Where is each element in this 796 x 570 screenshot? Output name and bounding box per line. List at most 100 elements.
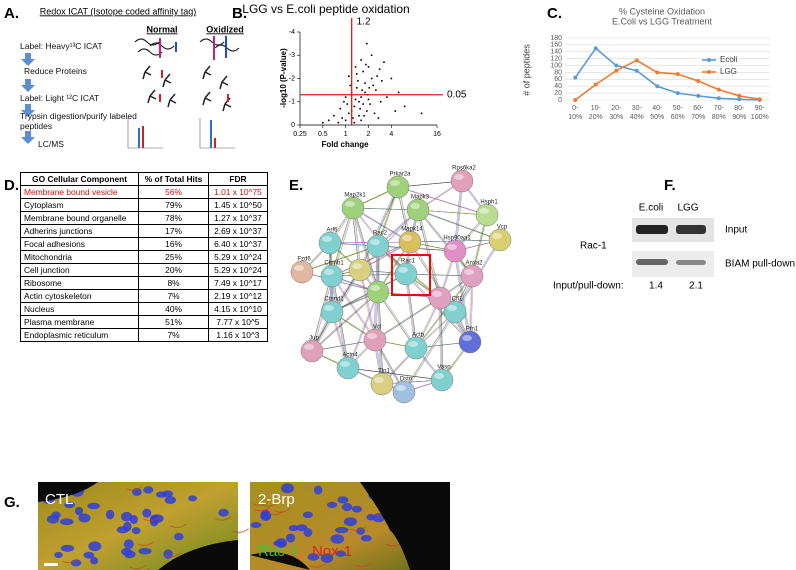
table-cell: 7.49 x 10^17 — [207, 276, 269, 290]
network-node — [363, 328, 387, 352]
row-label: BIAM pull-down — [725, 259, 795, 270]
network-edge — [440, 297, 444, 381]
table-cell: 7% — [138, 289, 209, 303]
data-point — [367, 66, 370, 68]
table-cell: 5.29 x 10^24 — [207, 263, 269, 277]
data-point — [403, 105, 406, 108]
membrane-stain — [261, 502, 278, 507]
node-label: Ctnnd1 — [324, 297, 344, 303]
threshold-label: 1.2 — [357, 17, 371, 28]
series-marker — [675, 91, 680, 96]
node-highlight — [324, 269, 334, 275]
x-tick-label: 60-70% — [691, 105, 705, 121]
peptide-icon — [219, 75, 229, 90]
nucleus — [330, 534, 345, 544]
background-region — [250, 482, 450, 570]
data-point — [359, 107, 361, 110]
node-highlight — [340, 361, 350, 367]
node-label: Hsp90aa1 — [443, 236, 471, 242]
x-tick-label: 80-90% — [732, 105, 746, 121]
legend-label: LGG — [720, 67, 737, 76]
workflow-step: Trypsin digestion/purify labeled peptide… — [20, 111, 137, 131]
nucleus — [275, 538, 287, 548]
nucleus — [121, 511, 133, 522]
network-node — [398, 230, 422, 254]
nucleus — [250, 522, 262, 529]
data-point — [348, 112, 350, 115]
panel-label: B. — [232, 5, 247, 22]
nucleus — [218, 508, 229, 517]
node-label: Anxa2 — [465, 261, 483, 267]
table-cell: Actin cytoskeleton — [19, 289, 140, 303]
network-edge — [358, 186, 398, 271]
network-node — [460, 264, 484, 288]
network-edge — [416, 209, 500, 241]
network-node — [366, 280, 390, 304]
network-edge — [331, 207, 354, 277]
stain-label: Rac-1 — [258, 543, 298, 560]
network-edge — [359, 269, 376, 341]
blot-band — [636, 225, 668, 234]
data-point — [337, 121, 340, 124]
network-edge — [396, 186, 487, 216]
nucleus — [320, 553, 334, 563]
node-highlight — [479, 208, 489, 214]
data-point — [386, 96, 388, 98]
y-tick-label: 20 — [554, 90, 562, 97]
network-edge — [351, 207, 378, 293]
network-edge — [374, 297, 441, 341]
network-edge — [348, 291, 380, 369]
data-point — [394, 110, 397, 112]
table-row: Nucleus 40% 4.15 x 10^10 — [19, 302, 269, 316]
legend-swatch-marker — [707, 58, 711, 62]
node-highlight — [370, 285, 380, 291]
data-point — [328, 119, 330, 122]
series-marker — [737, 97, 742, 102]
table-cell: 6.40 x 10^37 — [207, 237, 269, 251]
series-marker — [737, 93, 742, 98]
membrane-stain — [349, 526, 366, 531]
membrane-stain — [164, 552, 182, 558]
series-marker — [655, 70, 660, 75]
network-edge — [330, 275, 375, 341]
network-edge — [330, 207, 353, 277]
table-row: GO Cellular Component% of Total Hits FDR — [19, 172, 269, 186]
data-point — [357, 80, 359, 82]
series-line — [574, 59, 760, 101]
x-tick-label: 90-100% — [751, 105, 769, 121]
peptide-icon — [137, 48, 163, 56]
data-point — [346, 103, 349, 105]
data-point — [362, 70, 364, 73]
node-highlight — [398, 267, 408, 273]
nucleus — [337, 496, 349, 504]
network-edge — [402, 311, 455, 393]
network-node — [386, 175, 410, 199]
nucleus — [366, 513, 375, 521]
nucleus — [285, 533, 296, 543]
panel-label: D. — [4, 177, 19, 194]
peptide-icon — [134, 38, 160, 46]
node-highlight — [434, 373, 444, 379]
x-tick-label: 0-10% — [568, 105, 582, 121]
axis-line — [299, 32, 437, 126]
nucleus — [60, 544, 75, 552]
membrane-stain — [125, 486, 143, 491]
ms-peak — [214, 138, 216, 148]
workflow-title: Redox ICAT (Isotope coded affinity tag) — [40, 6, 197, 16]
x-tick-label: 10-20% — [589, 105, 603, 121]
table-cell: Focal adhesions — [19, 237, 140, 251]
node-label: Vcl — [373, 325, 381, 331]
ratio-label: Input/pull-down: — [553, 281, 624, 292]
network-node — [394, 262, 418, 286]
table-cell: 20% — [138, 263, 209, 277]
node-highlight — [345, 201, 355, 207]
panel-label: E. — [289, 177, 303, 194]
data-point — [360, 96, 362, 98]
nucleus — [173, 532, 184, 541]
nucleus — [360, 535, 372, 542]
network-edge — [347, 291, 379, 369]
nucleus — [313, 485, 323, 495]
data-point — [376, 75, 378, 77]
network-edge — [332, 241, 412, 277]
y-tick-label: 80 — [554, 69, 562, 76]
